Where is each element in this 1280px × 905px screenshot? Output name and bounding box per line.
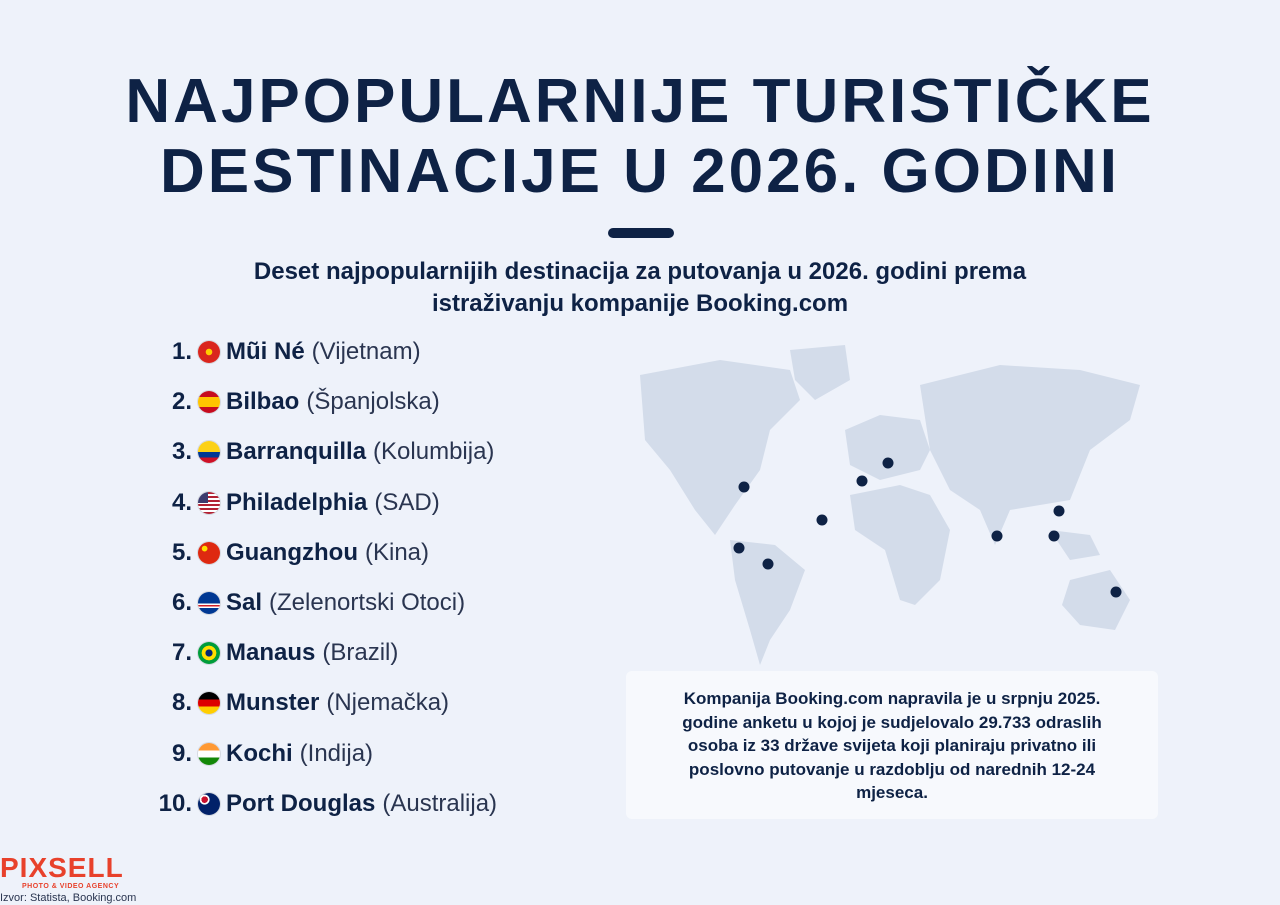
destination-row: 10. Port Douglas (Australija) bbox=[150, 784, 497, 824]
country: (Njemačka) bbox=[326, 689, 450, 717]
city: Guangzhou bbox=[226, 538, 358, 566]
destination-row: 5. Guangzhou (Kina) bbox=[150, 533, 429, 573]
logo-tagline: PHOTO & VIDEO AGENCY bbox=[22, 883, 120, 890]
note-line: poslovno putovanje u razdoblju od naredn… bbox=[688, 759, 1096, 779]
flag-icon bbox=[198, 441, 220, 464]
rank: 3. bbox=[171, 438, 192, 466]
city: Sal bbox=[226, 589, 263, 616]
destination-row: 2. Bilbao (Španjolska) bbox=[150, 382, 440, 422]
city: Manaus bbox=[226, 639, 316, 667]
flag-icon bbox=[198, 491, 220, 514]
logo: PIXSELL bbox=[0, 852, 124, 883]
rank: 4. bbox=[171, 488, 192, 516]
subtitle-line: Deset najpopularnijih destinacija za put… bbox=[253, 258, 1027, 285]
divider bbox=[608, 228, 674, 238]
flag-icon bbox=[198, 642, 220, 665]
country: (Australija) bbox=[382, 789, 498, 817]
destination-row: 6. Sal (Zelenortski Otoci) bbox=[150, 583, 465, 623]
city: Port Douglas bbox=[226, 789, 376, 817]
flag-icon bbox=[198, 742, 220, 765]
country: (Španjolska) bbox=[306, 388, 440, 416]
subtitle-line: istraživanju kompanije Booking.com bbox=[431, 290, 849, 317]
city: Mũi Né bbox=[226, 338, 305, 365]
note-line: godine anketu u kojoj je sudjelovalo 29.… bbox=[682, 712, 1102, 732]
note-line: mjeseca. bbox=[856, 783, 928, 802]
rank: 7. bbox=[171, 639, 192, 667]
country: (Vijetnam) bbox=[311, 338, 421, 365]
flag-icon bbox=[198, 592, 220, 614]
destination-row: 8. Munster (Njemačka) bbox=[150, 683, 449, 723]
title-line: DESTINACIJE U 2026. GODINI bbox=[159, 137, 1121, 206]
destination-row: 4. Philadelphia (SAD) bbox=[150, 483, 440, 523]
rank: 9. bbox=[171, 739, 192, 767]
destination-row: 7. Manaus (Brazil) bbox=[150, 633, 398, 673]
country: (SAD) bbox=[374, 488, 440, 516]
flag-icon bbox=[198, 391, 220, 414]
city: Munster bbox=[226, 689, 320, 717]
destination-row: 9. Kochi (Indija) bbox=[150, 734, 373, 774]
city: Barranquilla bbox=[226, 438, 367, 466]
country: (Kolumbija) bbox=[373, 438, 495, 466]
city: Philadelphia bbox=[226, 488, 368, 516]
note-line: osoba iz 33 države svijeta koji planiraj… bbox=[687, 736, 1097, 755]
destination-row: 1. Mũi Né (Vijetnam) bbox=[150, 332, 421, 372]
country: (Zelenortski Otoci) bbox=[269, 589, 466, 616]
flag-icon bbox=[198, 341, 220, 363]
note-box: Kompanija Booking.com napravila je u srp… bbox=[626, 671, 1158, 819]
city: Kochi bbox=[226, 739, 293, 767]
flag-icon bbox=[198, 541, 220, 564]
destination-row: 3. Barranquilla (Kolumbija) bbox=[150, 432, 494, 472]
world-map bbox=[640, 345, 1140, 665]
rank: 10. bbox=[158, 789, 192, 817]
city: Bilbao bbox=[226, 388, 300, 416]
country: (Kina) bbox=[364, 538, 430, 566]
source: Izvor: Statista, Booking.com bbox=[0, 892, 137, 904]
country: (Brazil) bbox=[322, 639, 399, 667]
rank: 8. bbox=[171, 689, 192, 717]
rank: 1. bbox=[171, 338, 192, 365]
note-line: Kompanija Booking.com napravila je u srp… bbox=[683, 689, 1101, 708]
rank: 5. bbox=[171, 538, 192, 566]
rank: 2. bbox=[171, 388, 192, 416]
rank: 6. bbox=[171, 589, 192, 616]
flag-icon bbox=[198, 792, 220, 815]
flag-icon bbox=[198, 692, 220, 715]
country: (Indija) bbox=[299, 739, 374, 767]
title-line: NAJPOPULARNIJE TURISTIČKE bbox=[125, 67, 1155, 136]
